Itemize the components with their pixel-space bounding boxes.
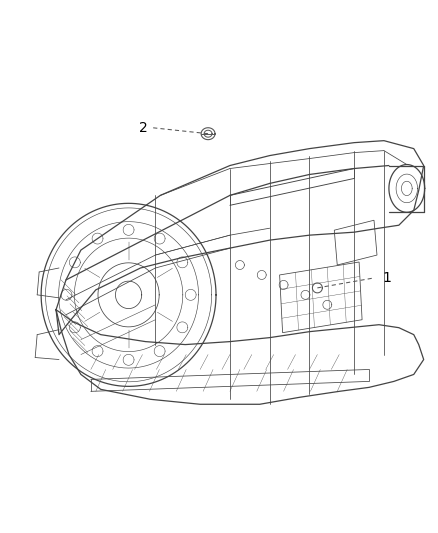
Text: 1: 1	[382, 271, 391, 285]
Text: 2: 2	[138, 121, 147, 135]
